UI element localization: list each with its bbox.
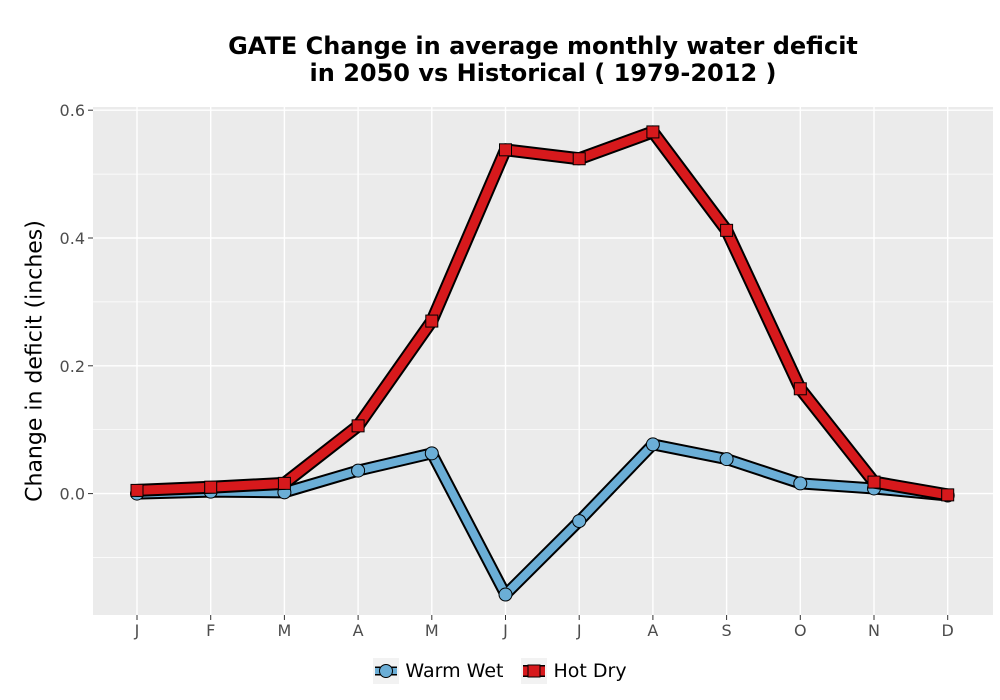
y-tick-label: 0.4 <box>60 229 85 248</box>
series-warm-wet <box>130 437 955 602</box>
data-point-warm-wet <box>498 587 513 602</box>
y-tick-label: 0.0 <box>60 485 85 504</box>
data-point-hot-dry <box>499 143 512 157</box>
data-point-hot-dry <box>720 223 734 237</box>
legend-item-hot-dry: Hot Dry <box>521 658 627 684</box>
x-tick-label: J <box>134 621 140 640</box>
data-point-hot-dry <box>793 382 807 396</box>
data-point-hot-dry <box>130 483 144 497</box>
data-point-hot-dry <box>867 475 881 489</box>
legend-key-warm-wet <box>373 658 400 684</box>
chart-title-line-2: in 2050 vs Historical ( 1979-2012 ) <box>309 59 777 87</box>
x-tick-label: J <box>502 621 508 640</box>
y-tick-label: 0.6 <box>60 101 85 120</box>
data-point-warm-wet <box>719 452 734 467</box>
legend-key-hot-dry <box>521 658 548 684</box>
legend-item-warm-wet: Warm Wet <box>373 658 503 684</box>
series-hot-dry <box>130 125 955 502</box>
data-point-hot-dry <box>646 125 660 139</box>
chart-title-line-1: GATE Change in average monthly water def… <box>228 32 858 60</box>
data-point-warm-wet <box>424 446 439 461</box>
x-tick-label: M <box>277 621 291 640</box>
data-point-warm-wet <box>793 476 808 491</box>
x-tick-label: M <box>425 621 439 640</box>
x-tick-label: D <box>942 621 954 640</box>
x-tick-label: N <box>868 621 880 640</box>
data-point-hot-dry <box>572 152 586 166</box>
data-point-hot-dry <box>425 314 439 328</box>
data-point-hot-dry <box>204 480 218 494</box>
y-tick-label: 0.2 <box>60 357 85 376</box>
legend-label-hot-dry: Hot Dry <box>553 660 627 682</box>
x-tick-label: J <box>576 621 582 640</box>
data-point-hot-dry <box>277 476 291 490</box>
legend: Warm Wet Hot Dry <box>0 658 1000 684</box>
y-axis-label: Change in deficit (inches) <box>22 220 48 502</box>
x-tick-label: S <box>722 621 732 640</box>
x-tick-label: A <box>353 621 364 640</box>
data-point-hot-dry <box>941 488 955 502</box>
data-point-warm-wet <box>572 514 587 529</box>
y-axis: 0.0 0.2 0.4 0.6 <box>60 101 93 504</box>
series-line-warm-wet <box>133 440 952 599</box>
plot-panel <box>93 107 993 615</box>
x-tick-label: A <box>647 621 658 640</box>
x-tick-label: F <box>206 621 215 640</box>
data-point-warm-wet <box>645 437 660 452</box>
data-point-warm-wet <box>351 463 366 478</box>
x-tick-label: O <box>794 621 807 640</box>
data-point-hot-dry <box>351 419 365 433</box>
series-layer <box>130 125 955 602</box>
legend-label-warm-wet: Warm Wet <box>405 660 504 682</box>
series-line-hot-dry <box>132 127 953 500</box>
